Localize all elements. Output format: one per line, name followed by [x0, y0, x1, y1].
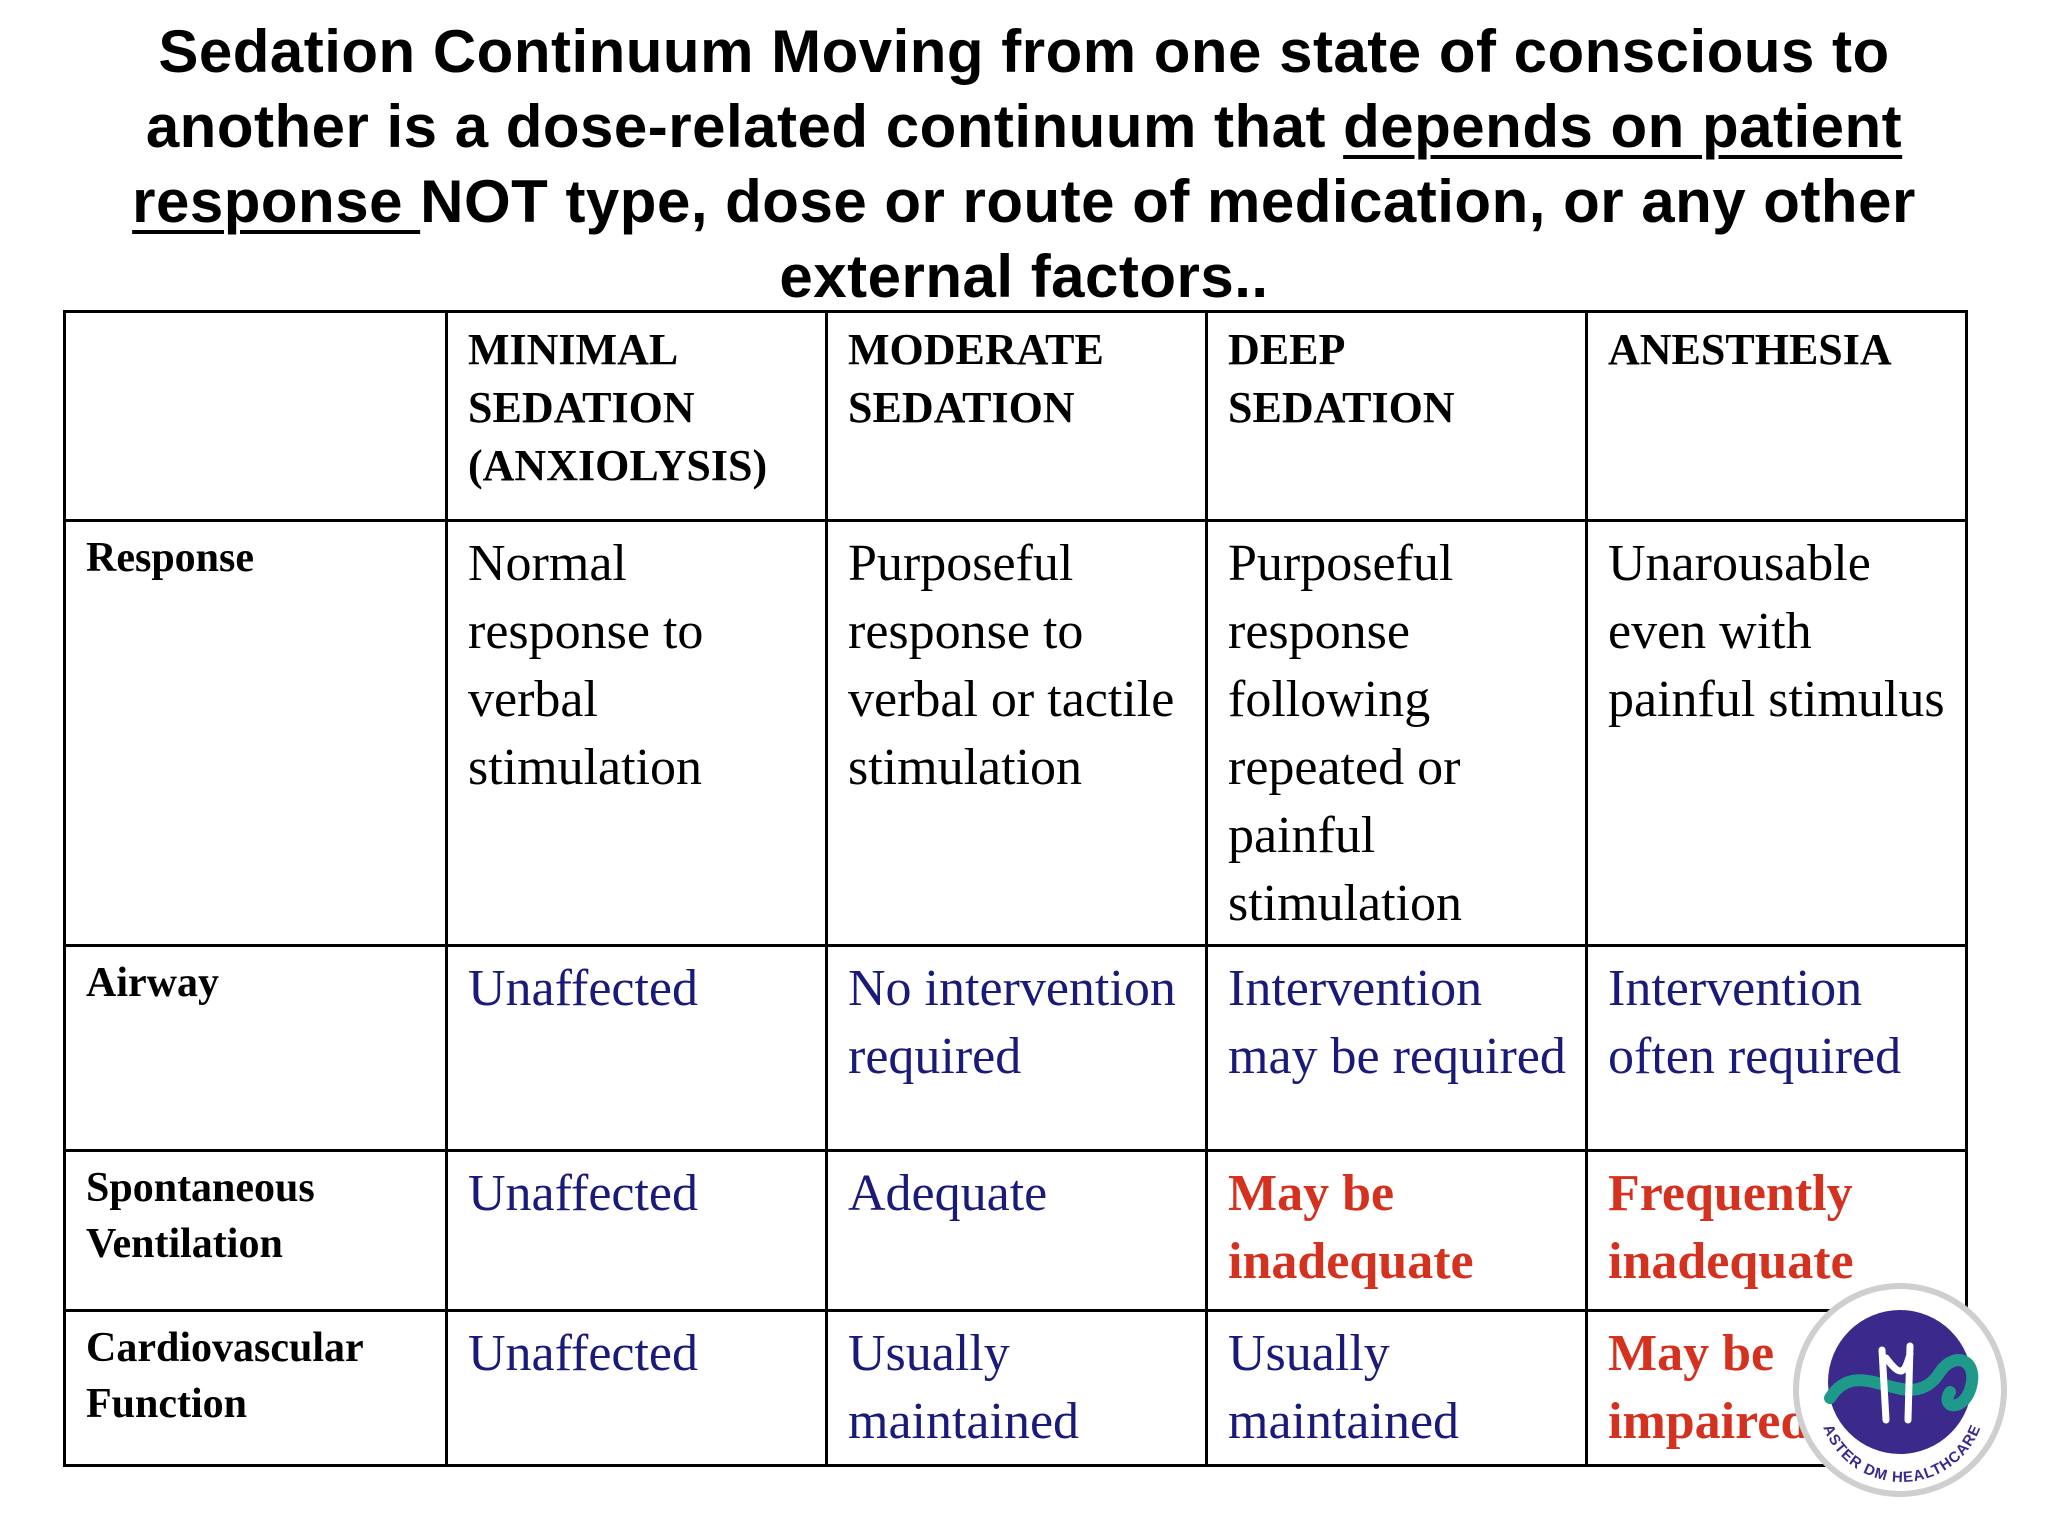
title-underlined-1: depends on patient	[1343, 93, 1903, 160]
cell-airway-minimal: Unaffected	[445, 944, 828, 1152]
cell-ventilation-minimal: Unaffected	[445, 1149, 828, 1312]
cell-cardio-minimal: Unaffected	[445, 1309, 828, 1467]
table-row-cardiovascular: Cardiovascular Function Unaffected Usual…	[63, 1309, 1968, 1467]
row-label-ventilation: Spontaneous Ventilation	[63, 1149, 448, 1312]
table-row-response: Response Normal response to verbal stimu…	[63, 519, 1968, 947]
cell-airway-deep: Intervention may be required	[1205, 944, 1588, 1152]
row-label-cardiovascular: Cardiovascular Function	[63, 1309, 448, 1467]
row-label-response: Response	[63, 519, 448, 947]
title-text-2: NOT type, dose or route of medication, o…	[420, 168, 1916, 310]
cell-airway-anesthesia: Intervention often required	[1585, 944, 1968, 1152]
cell-response-anesthesia: Unarousable even with painful stimulus	[1585, 519, 1968, 947]
cell-response-minimal: Normal response to verbal stimulation	[445, 519, 828, 947]
cell-cardio-moderate: Usually maintained	[825, 1309, 1208, 1467]
header-moderate-sedation: MODERATE SEDATION	[825, 310, 1208, 522]
cell-airway-moderate: No intervention required	[825, 944, 1208, 1152]
header-row: MINIMAL SEDATION (ANXIOLYSIS) MODERATE S…	[63, 310, 1968, 522]
cell-cardio-deep: Usually maintained	[1205, 1309, 1588, 1467]
cell-ventilation-moderate: Adequate	[825, 1149, 1208, 1312]
header-minimal-sedation: MINIMAL SEDATION (ANXIOLYSIS)	[445, 310, 828, 522]
title-underlined-2: response	[132, 168, 421, 235]
logo-letter-m	[1878, 1342, 1914, 1424]
header-deep-sedation: DEEP SEDATION	[1205, 310, 1588, 522]
sedation-table: MINIMAL SEDATION (ANXIOLYSIS) MODERATE S…	[63, 310, 1968, 1467]
header-cell-empty	[63, 310, 448, 522]
header-anesthesia: ANESTHESIA	[1585, 310, 1968, 522]
cell-response-moderate: Purposeful response to verbal or tactile…	[825, 519, 1208, 947]
table-row-ventilation: Spontaneous Ventilation Unaffected Adequ…	[63, 1149, 1968, 1312]
aster-dm-logo: ASTER DM HEALTHCARE	[1793, 1283, 2007, 1497]
logo-circle	[1828, 1310, 1972, 1454]
logo-swoosh	[1824, 1354, 1979, 1412]
table-row-airway: Airway Unaffected No intervention requir…	[63, 944, 1968, 1152]
cell-response-deep: Purposeful response following repeated o…	[1205, 519, 1588, 947]
cell-ventilation-deep: May be inadequate	[1205, 1149, 1588, 1312]
title-text-1: Sedation Continuum Moving from one state…	[145, 18, 1890, 160]
row-label-airway: Airway	[63, 944, 448, 1152]
slide-title: Sedation Continuum Moving from one state…	[60, 14, 1988, 314]
